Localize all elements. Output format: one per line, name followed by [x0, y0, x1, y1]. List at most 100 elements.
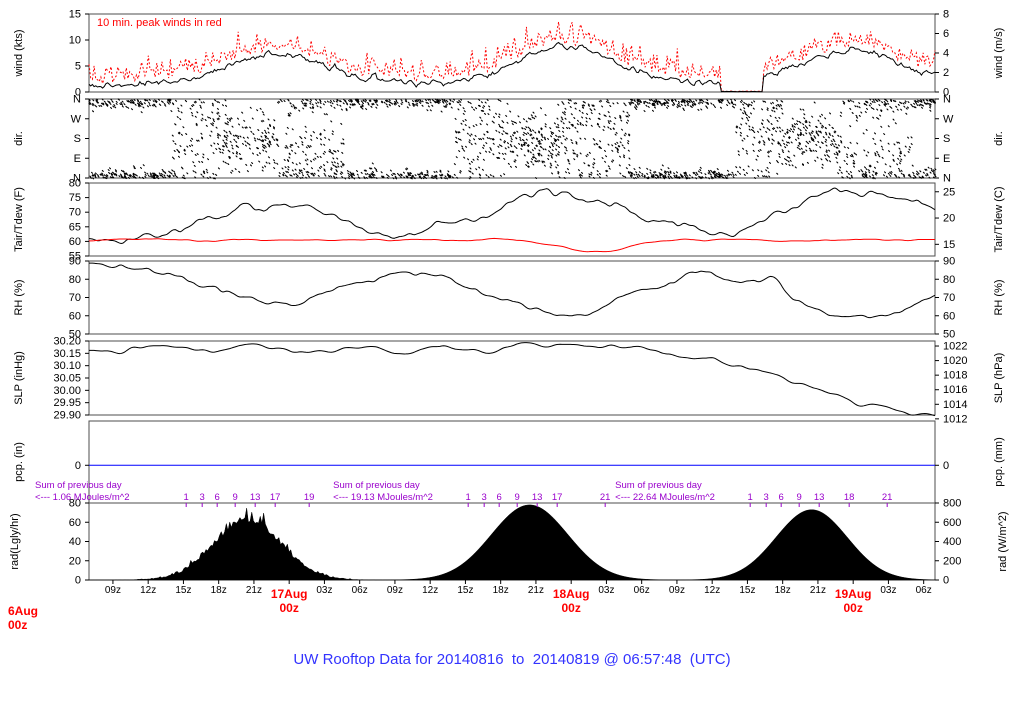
svg-text:90: 90: [69, 256, 81, 268]
svg-text:30.10: 30.10: [53, 360, 81, 372]
svg-text:N: N: [943, 173, 951, 185]
svg-text:3: 3: [764, 492, 769, 503]
svg-text:0: 0: [943, 575, 949, 587]
svg-text:9: 9: [797, 492, 802, 503]
svg-text:3: 3: [200, 492, 205, 503]
svg-text:00z: 00z: [562, 601, 581, 615]
svg-text:80: 80: [69, 274, 81, 286]
svg-text:00z: 00z: [280, 601, 299, 615]
svg-text:50: 50: [943, 329, 955, 341]
svg-text:RH (%): RH (%): [13, 279, 25, 315]
svg-text:70: 70: [943, 292, 955, 304]
svg-text:E: E: [943, 153, 950, 165]
svg-text:15z: 15z: [457, 585, 473, 596]
svg-text:40: 40: [69, 536, 81, 548]
svg-text:15: 15: [943, 239, 955, 251]
svg-text:1014: 1014: [943, 399, 967, 411]
svg-text:60: 60: [69, 236, 81, 248]
svg-text:rad (W/m^2): rad (W/m^2): [997, 511, 1009, 571]
svg-text:03z: 03z: [880, 585, 896, 596]
svg-text:80: 80: [943, 274, 955, 286]
svg-text:12z: 12z: [704, 585, 720, 596]
svg-text:12z: 12z: [140, 585, 156, 596]
svg-text:1: 1: [466, 492, 471, 503]
svg-text:21z: 21z: [528, 585, 544, 596]
svg-text:UW Rooftop Data for 20140816: UW Rooftop Data for 20140816 to 20140819…: [293, 651, 730, 668]
svg-text:1016: 1016: [943, 384, 967, 396]
svg-text:6: 6: [943, 28, 949, 40]
svg-text:S: S: [74, 133, 81, 145]
svg-text:18Aug: 18Aug: [553, 587, 590, 601]
svg-text:10: 10: [69, 35, 81, 47]
svg-text:00z: 00z: [8, 618, 27, 632]
svg-text:S: S: [943, 133, 950, 145]
svg-text:8: 8: [943, 9, 949, 21]
svg-text:800: 800: [943, 498, 961, 510]
svg-text:10 min. peak winds in red: 10 min. peak winds in red: [97, 17, 222, 29]
svg-text:18: 18: [844, 492, 855, 503]
svg-text:Tair/Tdew (F): Tair/Tdew (F): [13, 187, 25, 252]
svg-text:N: N: [73, 94, 81, 106]
svg-text:30.00: 30.00: [53, 385, 81, 397]
svg-text:03z: 03z: [598, 585, 614, 596]
svg-text:0: 0: [75, 460, 81, 472]
svg-text:wind (m/s): wind (m/s): [993, 28, 1005, 80]
svg-text:<--- 22.64 MJoules/m^2: <--- 22.64 MJoules/m^2: [615, 492, 715, 503]
svg-text:29.95: 29.95: [53, 397, 81, 409]
svg-text:03z: 03z: [316, 585, 332, 596]
svg-text:60: 60: [69, 310, 81, 322]
svg-text:60: 60: [69, 517, 81, 529]
svg-text:80: 80: [69, 178, 81, 190]
svg-text:<--- 19.13 MJoules/m^2: <--- 19.13 MJoules/m^2: [333, 492, 433, 503]
svg-text:RH (%): RH (%): [993, 279, 1005, 315]
svg-text:12z: 12z: [422, 585, 438, 596]
svg-text:70: 70: [69, 292, 81, 304]
svg-text:1: 1: [748, 492, 753, 503]
svg-text:17: 17: [270, 492, 281, 503]
svg-text:400: 400: [943, 536, 961, 548]
svg-text:21: 21: [882, 492, 893, 503]
svg-text:9: 9: [233, 492, 238, 503]
svg-text:70: 70: [69, 207, 81, 219]
svg-text:17Aug: 17Aug: [271, 587, 308, 601]
svg-text:13: 13: [250, 492, 261, 503]
svg-text:13: 13: [532, 492, 543, 503]
svg-text:15z: 15z: [739, 585, 755, 596]
svg-text:600: 600: [943, 517, 961, 529]
svg-text:1018: 1018: [943, 370, 967, 382]
svg-text:00z: 00z: [844, 601, 863, 615]
svg-text:Sum of previous day: Sum of previous day: [35, 480, 122, 491]
svg-text:<--- 1.06 MJoules/m^2: <--- 1.06 MJoules/m^2: [35, 492, 129, 503]
svg-text:Sum of previous day: Sum of previous day: [333, 480, 420, 491]
svg-text:wind (kts): wind (kts): [13, 29, 25, 77]
svg-text:09z: 09z: [669, 585, 685, 596]
svg-text:20: 20: [69, 555, 81, 567]
svg-text:6: 6: [779, 492, 784, 503]
svg-text:1020: 1020: [943, 355, 967, 367]
svg-text:21z: 21z: [810, 585, 826, 596]
svg-text:20: 20: [943, 213, 955, 225]
svg-text:21z: 21z: [246, 585, 262, 596]
svg-text:rad(Lgly/hr): rad(Lgly/hr): [9, 513, 21, 569]
svg-text:18z: 18z: [493, 585, 509, 596]
svg-text:dir.: dir.: [993, 131, 1005, 146]
svg-text:5: 5: [75, 61, 81, 73]
svg-text:pcp. (mm): pcp. (mm): [993, 437, 1005, 487]
svg-text:13: 13: [814, 492, 825, 503]
svg-text:SLP (hPa): SLP (hPa): [993, 353, 1005, 404]
svg-text:4: 4: [943, 48, 949, 60]
svg-text:25: 25: [943, 186, 955, 198]
svg-text:dir.: dir.: [13, 131, 25, 146]
svg-text:Tair/Tdew (C): Tair/Tdew (C): [993, 186, 1005, 252]
svg-text:pcp. (in): pcp. (in): [13, 442, 25, 482]
svg-text:6Aug: 6Aug: [8, 604, 38, 618]
svg-text:9: 9: [515, 492, 520, 503]
svg-text:65: 65: [69, 221, 81, 233]
svg-text:06z: 06z: [634, 585, 650, 596]
svg-text:06z: 06z: [916, 585, 932, 596]
svg-text:19Aug: 19Aug: [835, 587, 872, 601]
svg-text:1012: 1012: [943, 413, 967, 425]
svg-text:200: 200: [943, 555, 961, 567]
svg-text:W: W: [943, 113, 954, 125]
svg-text:29.90: 29.90: [53, 410, 81, 422]
